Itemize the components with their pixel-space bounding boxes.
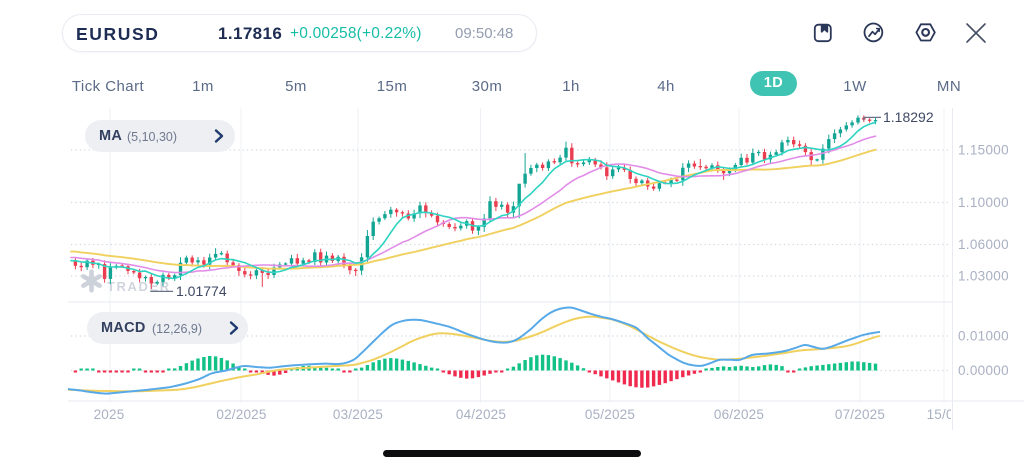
svg-text:05/2025: 05/2025 [585,407,635,422]
svg-text:04/2025: 04/2025 [456,407,506,422]
svg-text:07/2025: 07/2025 [835,407,885,422]
svg-text:15/07: 15/07 [927,407,962,422]
svg-text:2025: 2025 [94,407,125,422]
svg-text:1.10000: 1.10000 [958,195,1009,210]
svg-text:0.00000: 0.00000 [958,363,1009,378]
svg-text:1.03000: 1.03000 [958,269,1009,284]
svg-text:1.06000: 1.06000 [958,237,1009,252]
svg-text:1.18292: 1.18292 [883,109,934,125]
svg-text:1.01774: 1.01774 [176,283,227,299]
svg-text:06/2025: 06/2025 [714,407,764,422]
svg-text:02/2025: 02/2025 [216,407,266,422]
svg-text:0.01000: 0.01000 [958,329,1009,344]
svg-text:03/2025: 03/2025 [333,407,383,422]
svg-text:TRADER: TRADER [107,279,171,294]
svg-text:1.15000: 1.15000 [958,143,1009,158]
